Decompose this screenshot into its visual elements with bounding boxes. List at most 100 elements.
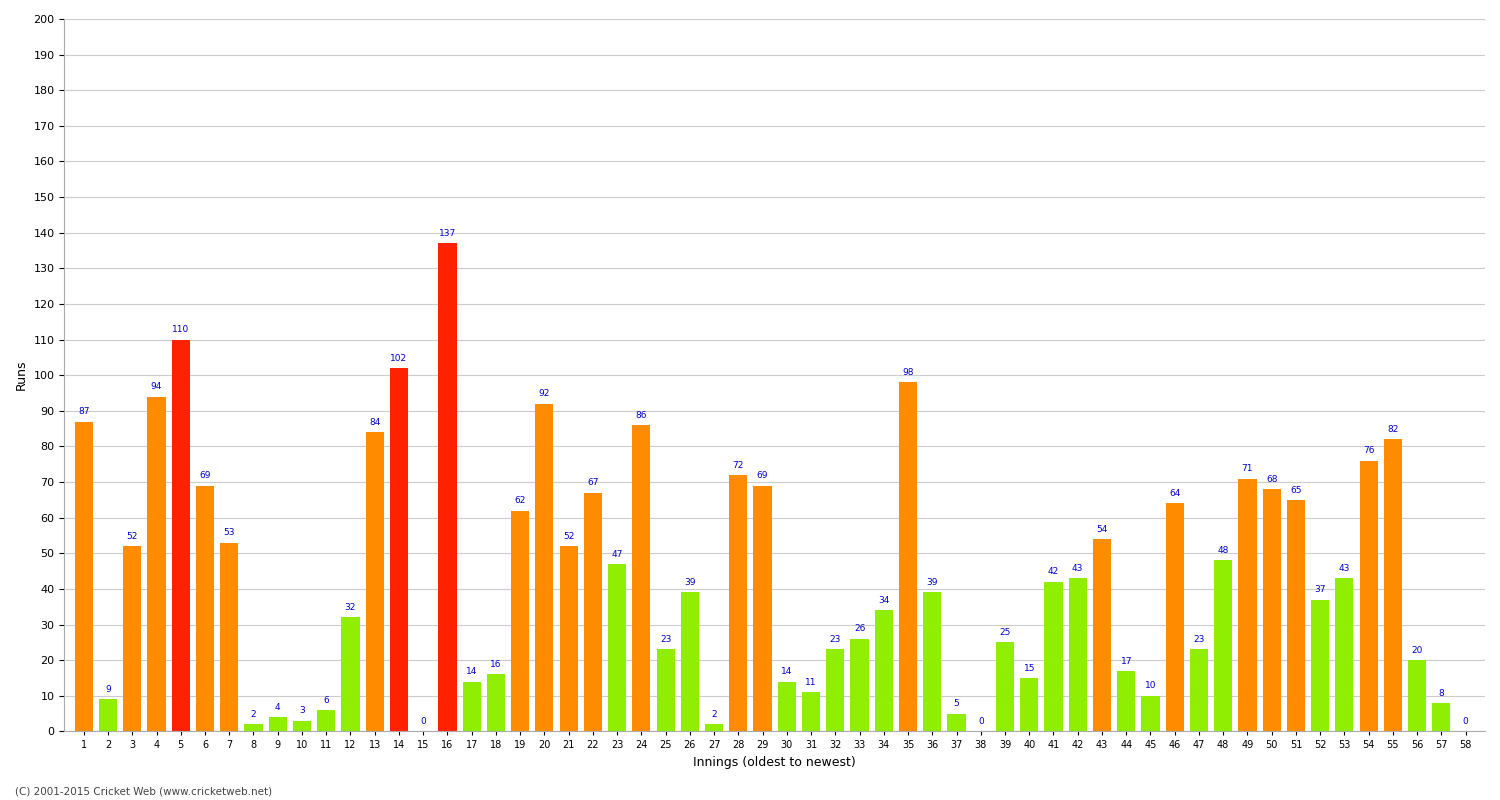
- Text: 69: 69: [758, 471, 768, 480]
- Bar: [268, 717, 286, 731]
- Text: 32: 32: [345, 603, 355, 612]
- Text: 39: 39: [927, 578, 938, 587]
- Text: 43: 43: [1338, 564, 1350, 573]
- Bar: [802, 692, 820, 731]
- Bar: [1190, 650, 1208, 731]
- Text: 92: 92: [538, 390, 550, 398]
- Text: 26: 26: [853, 625, 865, 634]
- Bar: [827, 650, 844, 731]
- Text: 86: 86: [636, 410, 646, 420]
- Y-axis label: Runs: Runs: [15, 360, 28, 390]
- Text: 11: 11: [806, 678, 818, 687]
- Text: 37: 37: [1314, 586, 1326, 594]
- Bar: [657, 650, 675, 731]
- Text: 15: 15: [1023, 664, 1035, 673]
- Text: 3: 3: [298, 706, 304, 715]
- Text: 43: 43: [1072, 564, 1083, 573]
- Bar: [633, 425, 651, 731]
- Text: 14: 14: [466, 667, 477, 676]
- Bar: [1044, 582, 1062, 731]
- Bar: [123, 546, 141, 731]
- Bar: [948, 714, 966, 731]
- Bar: [1311, 600, 1329, 731]
- X-axis label: Innings (oldest to newest): Innings (oldest to newest): [693, 756, 856, 769]
- Bar: [462, 682, 482, 731]
- Bar: [1214, 561, 1233, 731]
- Bar: [147, 397, 165, 731]
- Text: 94: 94: [152, 382, 162, 391]
- Bar: [316, 710, 336, 731]
- Bar: [366, 432, 384, 731]
- Text: 53: 53: [224, 528, 236, 538]
- Text: 4: 4: [274, 703, 280, 712]
- Bar: [898, 382, 916, 731]
- Text: 25: 25: [999, 628, 1011, 637]
- Bar: [1094, 539, 1112, 731]
- Bar: [488, 674, 506, 731]
- Bar: [1359, 461, 1377, 731]
- Text: 5: 5: [954, 699, 960, 708]
- Text: 62: 62: [514, 496, 526, 506]
- Bar: [681, 593, 699, 731]
- Text: 10: 10: [1144, 682, 1156, 690]
- Bar: [220, 542, 238, 731]
- Bar: [1239, 478, 1257, 731]
- Bar: [1020, 678, 1038, 731]
- Bar: [584, 493, 602, 731]
- Bar: [342, 618, 360, 731]
- Text: 0: 0: [1462, 717, 1468, 726]
- Text: 52: 52: [126, 532, 138, 541]
- Bar: [390, 368, 408, 731]
- Text: 68: 68: [1266, 475, 1278, 484]
- Text: 8: 8: [1438, 689, 1444, 698]
- Bar: [777, 682, 796, 731]
- Text: 84: 84: [369, 418, 381, 427]
- Text: 0: 0: [420, 717, 426, 726]
- Text: 48: 48: [1218, 546, 1228, 555]
- Bar: [1432, 703, 1450, 731]
- Bar: [1068, 578, 1088, 731]
- Bar: [1263, 489, 1281, 731]
- Text: 17: 17: [1120, 657, 1132, 666]
- Bar: [608, 564, 625, 731]
- Text: 39: 39: [684, 578, 696, 587]
- Text: 137: 137: [440, 229, 456, 238]
- Bar: [438, 243, 456, 731]
- Bar: [850, 639, 868, 731]
- Text: 110: 110: [172, 326, 189, 334]
- Text: 69: 69: [200, 471, 211, 480]
- Bar: [1408, 660, 1426, 731]
- Text: 0: 0: [978, 717, 984, 726]
- Text: 87: 87: [78, 407, 90, 416]
- Text: 23: 23: [1194, 635, 1204, 644]
- Text: 16: 16: [490, 660, 501, 669]
- Bar: [75, 422, 93, 731]
- Bar: [560, 546, 578, 731]
- Bar: [1118, 671, 1136, 731]
- Bar: [171, 339, 190, 731]
- Text: 76: 76: [1364, 446, 1374, 455]
- Bar: [1384, 439, 1402, 731]
- Text: 98: 98: [903, 368, 914, 377]
- Text: 6: 6: [324, 696, 328, 705]
- Text: 34: 34: [878, 596, 890, 605]
- Text: 71: 71: [1242, 464, 1252, 473]
- Text: 42: 42: [1048, 567, 1059, 577]
- Bar: [99, 699, 117, 731]
- Bar: [244, 724, 262, 731]
- Bar: [536, 404, 554, 731]
- Bar: [705, 724, 723, 731]
- Text: 23: 23: [660, 635, 672, 644]
- Text: 65: 65: [1290, 486, 1302, 494]
- Text: 67: 67: [586, 478, 598, 487]
- Bar: [1287, 500, 1305, 731]
- Text: 52: 52: [562, 532, 574, 541]
- Bar: [1142, 696, 1160, 731]
- Bar: [292, 721, 310, 731]
- Text: 20: 20: [1412, 646, 1424, 655]
- Text: (C) 2001-2015 Cricket Web (www.cricketweb.net): (C) 2001-2015 Cricket Web (www.cricketwe…: [15, 786, 272, 796]
- Text: 72: 72: [732, 461, 744, 470]
- Text: 47: 47: [612, 550, 622, 558]
- Text: 64: 64: [1168, 489, 1180, 498]
- Bar: [729, 475, 747, 731]
